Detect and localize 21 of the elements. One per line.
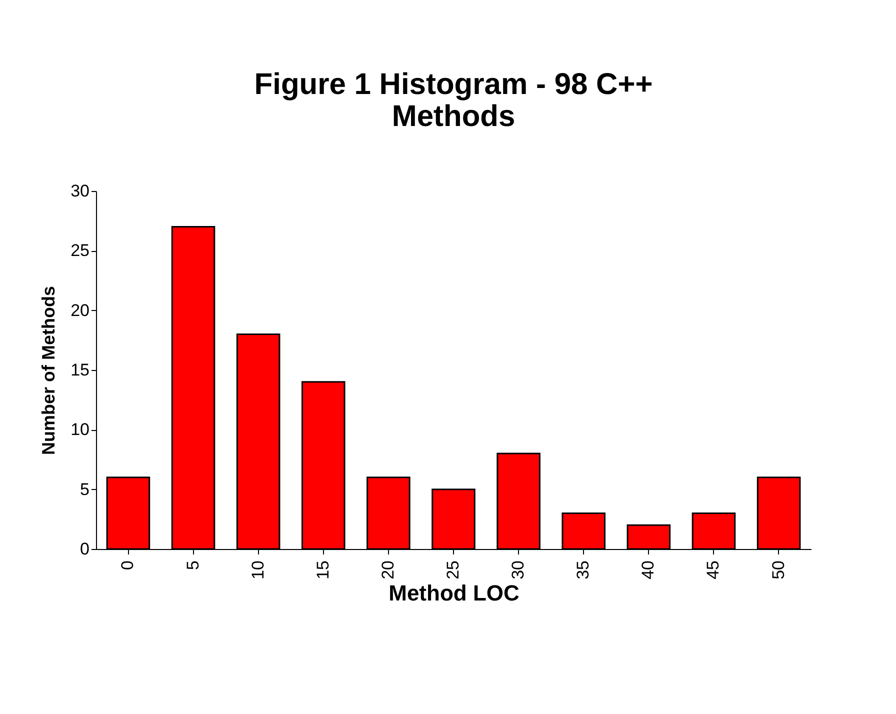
y-tick-label: 25 — [70, 241, 90, 260]
y-tick-label: 10 — [70, 420, 90, 440]
x-axis-title: Method LOC — [388, 580, 520, 606]
x-tick-label: 30 — [508, 560, 528, 580]
y-tick-label: 30 — [70, 182, 90, 200]
x-tick-label: 40 — [638, 560, 658, 580]
y-axis-title: Number of Methods — [38, 286, 59, 455]
x-tick-label: 5 — [183, 560, 202, 570]
y-tick-label: 20 — [70, 300, 90, 320]
x-tick-label: 10 — [248, 560, 268, 580]
x-tick-label: 50 — [768, 560, 788, 580]
y-tick-label: 5 — [80, 480, 90, 499]
x-tick-label: 45 — [704, 560, 723, 580]
x-tick-label: 0 — [118, 560, 138, 570]
y-tick-label: 15 — [70, 360, 90, 380]
x-tick-label: 20 — [378, 560, 398, 580]
y-tick-label: 0 — [80, 540, 90, 558]
chart-title: Figure 1 Histogram - 98 C++ Methods — [254, 68, 653, 133]
x-tick-label: 15 — [313, 560, 332, 580]
x-tick-label: 35 — [574, 560, 593, 580]
x-tick-label: 25 — [444, 560, 462, 580]
